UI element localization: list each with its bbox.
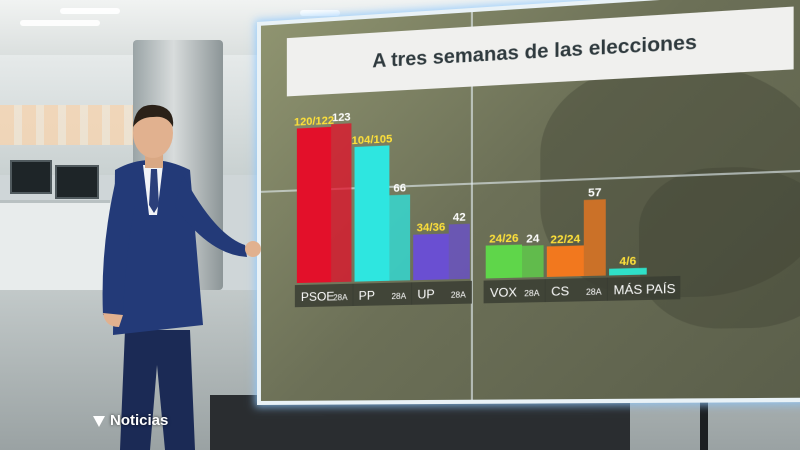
bar-label-cs-estimate: 22/24 <box>550 233 581 247</box>
bar-up-previous <box>449 224 470 280</box>
bar-label-psoe-previous: 123 <box>332 111 351 124</box>
previous-tag-up: 28A <box>451 290 467 300</box>
bar-cs-estimate <box>547 245 584 277</box>
party-label-cs: CS <box>551 284 569 299</box>
previous-tag-pp: 28A <box>391 292 406 302</box>
party-label-psoe: PSOE <box>301 289 335 304</box>
bar-label-vox-previous: 24 <box>526 233 540 246</box>
party-label-vox: VOX <box>490 285 517 300</box>
bar-label-up-estimate: 34/36 <box>417 221 446 234</box>
newsroom-desk <box>0 200 110 293</box>
previous-tag-vox: 28A <box>524 289 540 299</box>
bar-pp-estimate <box>355 145 390 281</box>
bar-vox-previous <box>522 245 544 277</box>
newsroom-monitor <box>55 165 99 199</box>
bar-m-s-pa-s-estimate <box>609 268 647 276</box>
video-wall: A tres semanas de las elecciones 120/122… <box>257 0 800 405</box>
bar-vox-estimate <box>486 245 522 279</box>
newsroom-monitor <box>10 160 52 194</box>
bar-psoe-estimate <box>297 127 331 283</box>
bar-pp-previous <box>389 195 410 281</box>
previous-tag-cs: 28A <box>586 287 602 297</box>
ceiling-light <box>300 10 340 16</box>
presenter <box>95 95 265 450</box>
bar-label-vox-estimate: 24/26 <box>489 232 518 245</box>
bar-cs-previous <box>584 199 606 276</box>
previous-tag-psoe: 28A <box>333 293 348 302</box>
bar-label-psoe-estimate: 120/122 <box>294 115 334 129</box>
bar-label-cs-previous: 57 <box>588 187 601 200</box>
bar-psoe-previous <box>331 123 351 282</box>
bar-chart: 120/122123PSOE28A104/10566PP 28A34/3642UP… <box>261 0 800 401</box>
ceiling-light <box>20 20 100 26</box>
bar-label-pp-previous: 66 <box>393 182 406 195</box>
bar-label-pp-estimate: 104/105 <box>352 133 393 147</box>
bar-up-estimate <box>413 234 449 281</box>
channel-logo: Noticias <box>92 412 168 429</box>
ceiling-light <box>60 8 120 14</box>
bar-label-up-previous: 42 <box>453 211 466 224</box>
party-label-up: UP <box>417 287 434 302</box>
party-label-m-s-pa-s: MÁS PAÍS <box>613 280 675 297</box>
triangle-logo-icon <box>92 414 106 428</box>
bar-label-m-s-pa-s-estimate: 4/6 <box>619 255 636 268</box>
party-label-pp: PP <box>359 288 375 303</box>
channel-name: Noticias <box>110 412 168 429</box>
